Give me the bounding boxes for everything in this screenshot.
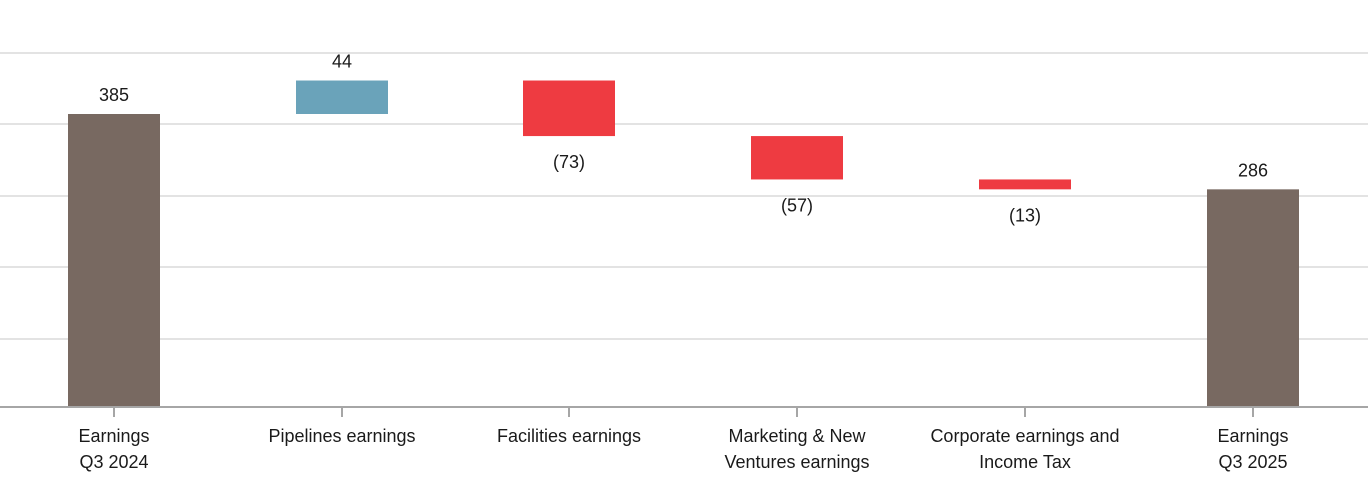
value-label-5: (13) bbox=[1009, 205, 1041, 225]
gridlines bbox=[0, 52, 1368, 340]
category-label-6: Earnings Q3 2025 bbox=[1217, 426, 1288, 472]
value-label-6: 286 bbox=[1238, 160, 1268, 180]
x-axis bbox=[0, 406, 1368, 417]
value-label-4: (57) bbox=[781, 195, 813, 215]
value-label-3: (73) bbox=[553, 152, 585, 172]
category-label-2: Pipelines earnings bbox=[268, 426, 415, 446]
bar-6 bbox=[1207, 189, 1299, 407]
bar-5 bbox=[979, 179, 1071, 190]
category-label-1: Earnings Q3 2024 bbox=[78, 426, 149, 472]
category-label-5: Corporate earnings and Income Tax bbox=[930, 426, 1119, 472]
value-labels: 385 44 (73) (57) (13) 286 bbox=[99, 52, 1268, 226]
bar-2 bbox=[296, 80, 388, 114]
category-label-3: Facilities earnings bbox=[497, 426, 641, 446]
value-label-2: 44 bbox=[332, 52, 352, 72]
bar-1 bbox=[68, 114, 160, 407]
bars bbox=[68, 80, 1299, 407]
bar-3 bbox=[523, 80, 615, 137]
category-labels: Earnings Q3 2024 Pipelines earnings Facilit… bbox=[78, 426, 1288, 472]
category-label-4: Marketing & New Ventures earnings bbox=[724, 426, 869, 472]
value-label-1: 385 bbox=[99, 85, 129, 105]
bar-4 bbox=[751, 136, 843, 180]
